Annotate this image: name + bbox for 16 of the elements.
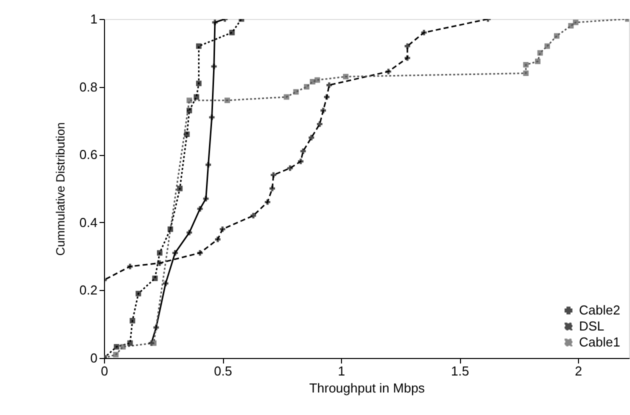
x-tick-label: 2	[574, 364, 582, 378]
x-tick-label: 1	[338, 364, 346, 378]
x-tick-label: 0	[100, 364, 108, 378]
x-tick-label: 1.5	[450, 364, 470, 378]
y-tick-label: 0.2	[79, 282, 98, 298]
legend-label: Cable1	[579, 334, 620, 350]
y-tick-label: 1	[90, 12, 98, 26]
y-tick-label: 0.8	[79, 79, 98, 94]
legend-label: Cable2	[579, 302, 620, 318]
y-tick-label: 0	[90, 350, 98, 366]
x-tick-label: 0.5	[214, 364, 232, 378]
legend-label: DSL	[579, 318, 604, 334]
y-axis-title: Cummulative Distribution	[53, 122, 68, 256]
x-axis-title: Throughput in Mbps	[309, 380, 426, 396]
y-tick-label: 0.6	[79, 147, 98, 162]
y-tick-label: 0.4	[79, 214, 98, 230]
